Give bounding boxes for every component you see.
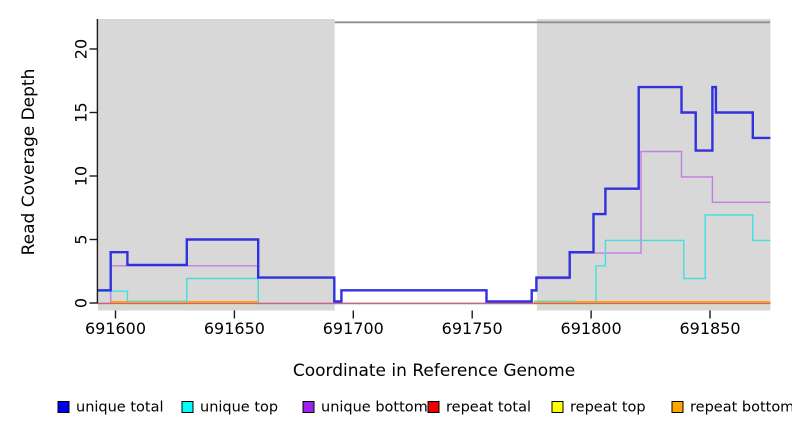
legend-swatch-repeat-total <box>427 401 440 413</box>
series-unique-total <box>97 85 771 303</box>
legend-label: unique bottom <box>321 400 428 416</box>
legend-item: unique top <box>181 400 278 416</box>
y-tick-label: 0 <box>72 298 91 308</box>
x-tick-label: 691600 <box>85 319 146 338</box>
legend-label: repeat bottom <box>690 400 792 416</box>
x-tick-label: 691800 <box>561 319 622 338</box>
legend-swatch-unique-total <box>57 401 70 413</box>
x-axis-title: Coordinate in Reference Genome <box>293 361 575 381</box>
masked-region <box>536 19 771 311</box>
legend-swatch-unique-bottom <box>302 401 315 413</box>
x-tick-label: 691750 <box>442 319 503 338</box>
y-tick-label: 5 <box>72 234 91 244</box>
legend-swatch-unique-top <box>181 401 194 413</box>
plot-dynamic-layer: 0 5 10 15 20 691600 691650 691700 691750 691800 69… <box>57 19 792 416</box>
legend-label: unique top <box>200 400 278 416</box>
legend-swatch-repeat-top <box>551 401 564 413</box>
legend-item: unique bottom <box>302 400 428 416</box>
legend-label: repeat top <box>570 400 646 416</box>
masked-region <box>97 19 335 311</box>
legend-label: unique total <box>76 400 164 416</box>
y-tick-label: 20 <box>72 39 91 59</box>
y-tick-label: 10 <box>72 166 91 186</box>
legend-swatch-repeat-bottom <box>671 401 684 413</box>
y-tick-label: 15 <box>72 102 91 122</box>
legend-item: repeat top <box>551 400 646 416</box>
x-tick-label: 691700 <box>323 319 384 338</box>
y-axis-title: Read Coverage Depth <box>19 69 39 256</box>
legend-item: unique total <box>57 400 164 416</box>
x-tick-label: 691850 <box>679 319 740 338</box>
x-tick-label: 691650 <box>204 319 265 338</box>
legend-label: repeat total <box>446 400 531 416</box>
legend-item: repeat total <box>427 400 531 416</box>
legend-item: repeat bottom <box>671 400 792 416</box>
